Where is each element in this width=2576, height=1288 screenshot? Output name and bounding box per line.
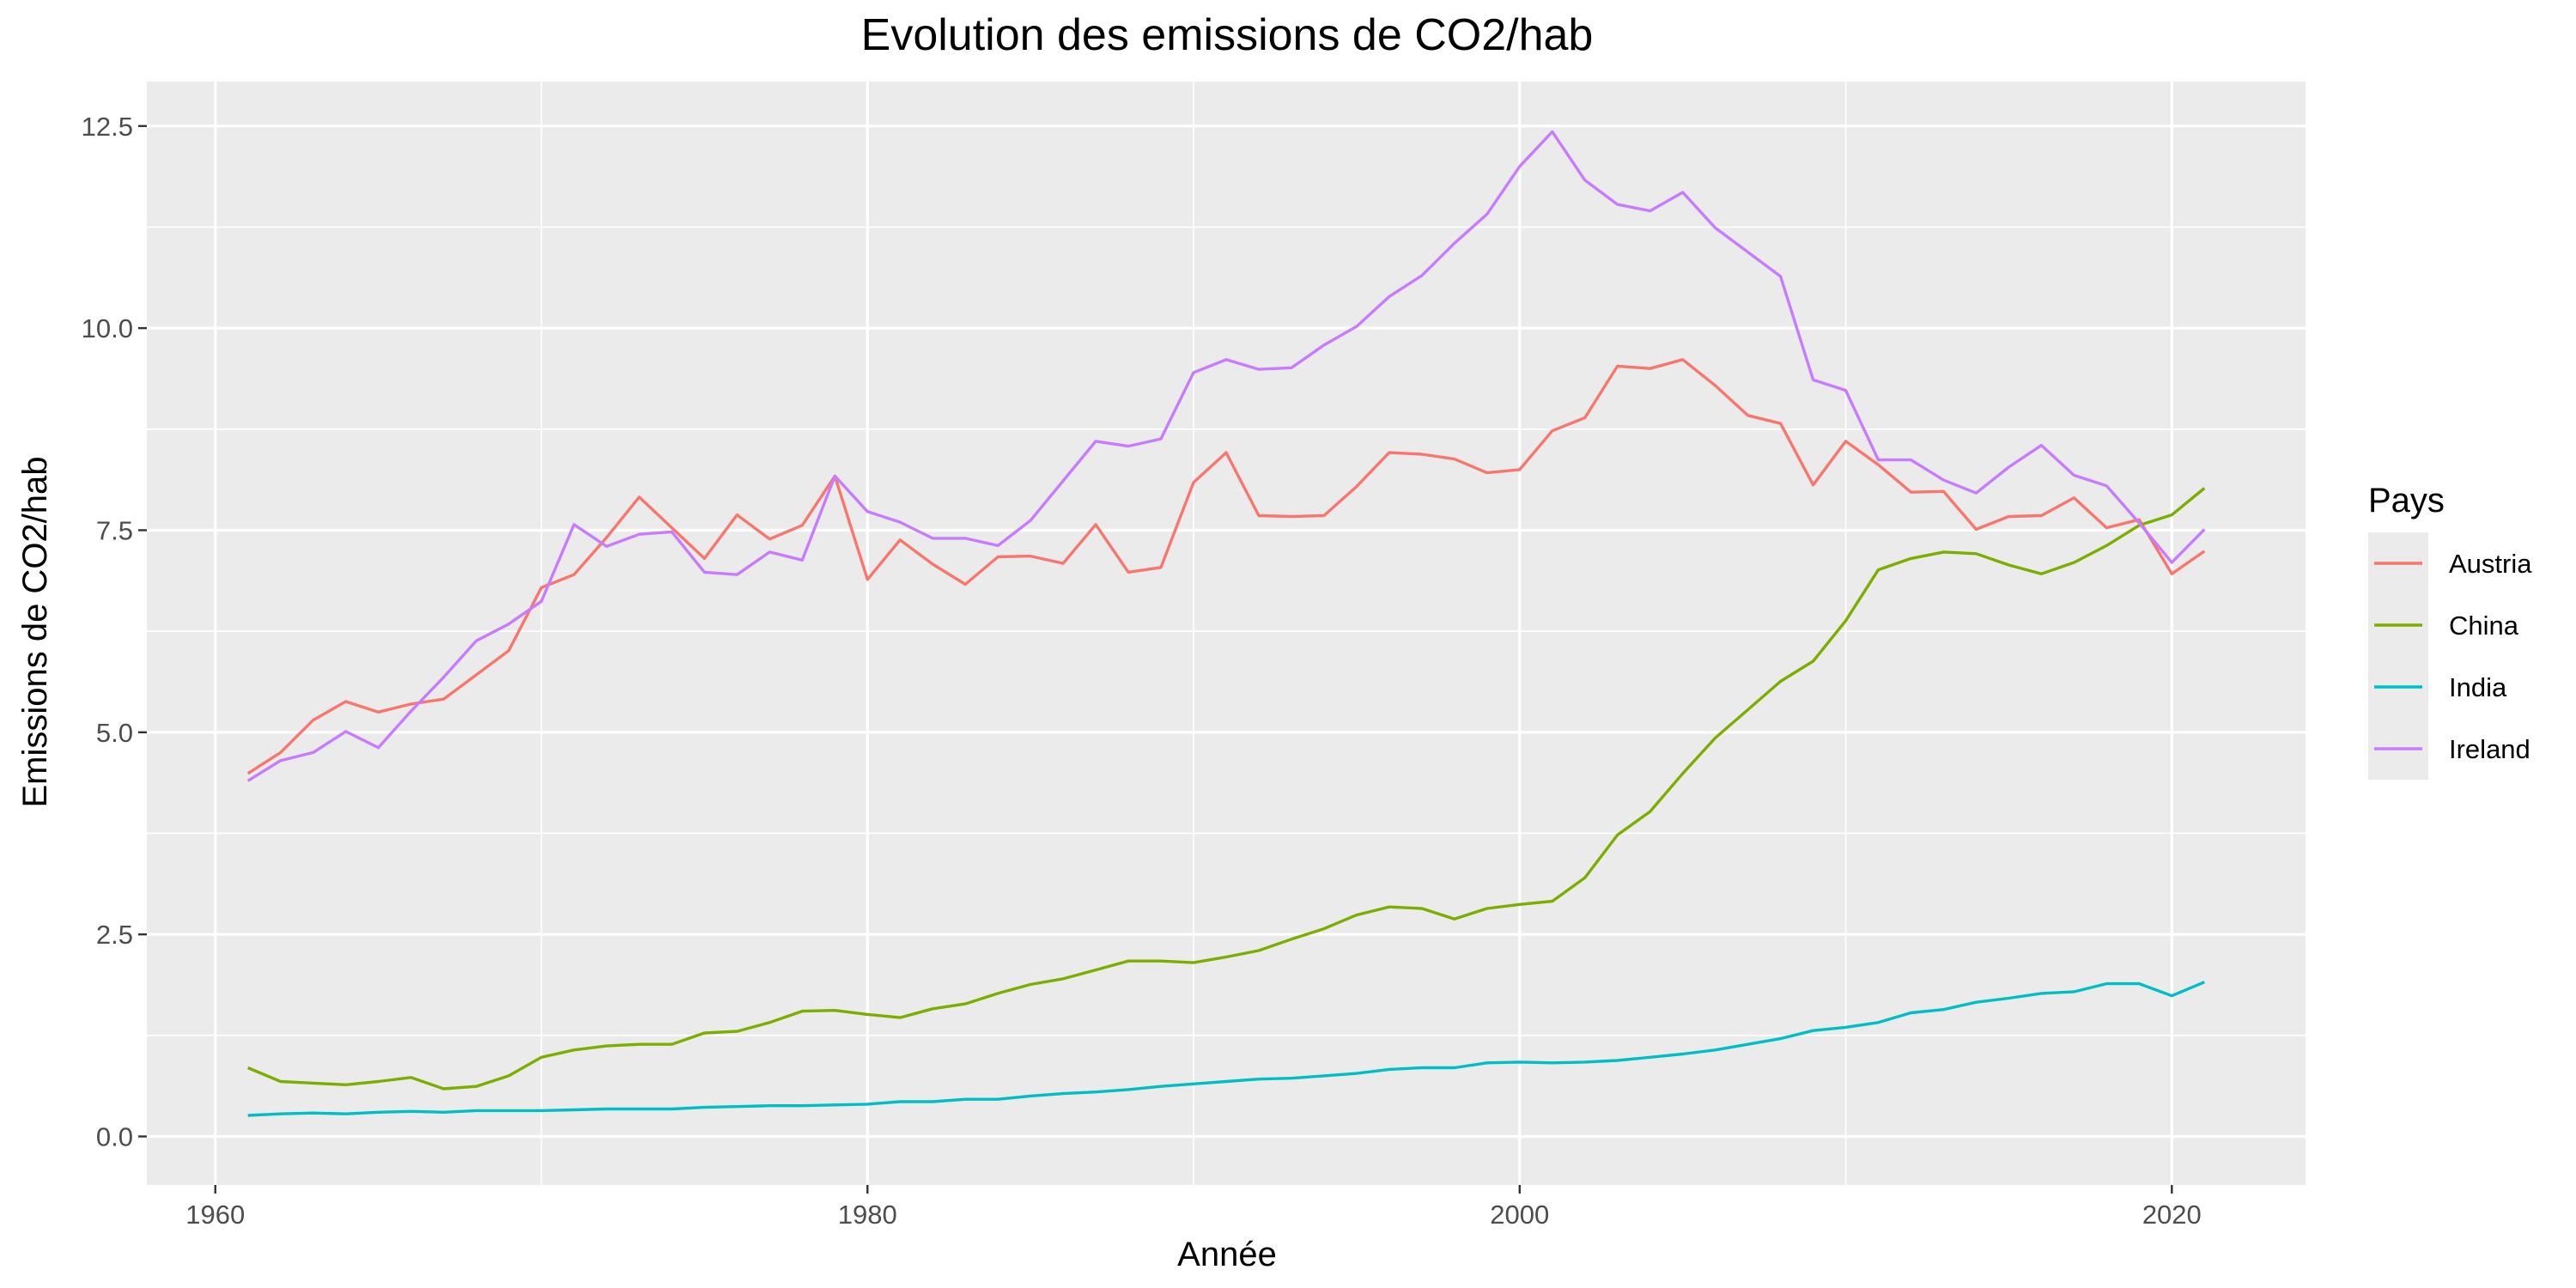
y-tick-label: 7.5 (96, 515, 133, 545)
y-tick-label: 5.0 (96, 718, 133, 748)
minor-gridlines (147, 82, 2306, 1185)
legend-label: China (2449, 611, 2519, 641)
y-tick-label: 0.0 (96, 1122, 133, 1152)
legend-title: Pays (2368, 482, 2445, 519)
y-axis-label: Emissions de CO2/hab (16, 456, 54, 807)
x-tick-label: 1980 (838, 1200, 897, 1230)
chart-title: Evolution des emissions de CO2/hab (861, 10, 1594, 60)
series-line-ireland (246, 130, 2206, 782)
plot-panel (147, 82, 2306, 1185)
y-axis: 0.0 2.5 5.0 7.5 10.0 12.5 (82, 112, 147, 1152)
y-tick-label: 12.5 (82, 112, 133, 142)
series-line-austria (246, 358, 2206, 775)
legend-label: India (2449, 672, 2507, 702)
series-line-india (247, 981, 2205, 1117)
major-gridlines (147, 82, 2306, 1185)
x-axis-label: Année (1177, 1236, 1277, 1273)
x-axis: 1960 1980 2000 2020 (185, 1185, 2202, 1230)
series-lines (246, 130, 2206, 1117)
legend-label: Ireland (2449, 734, 2530, 764)
series-line-china (247, 487, 2206, 1091)
legend-label: Austria (2449, 549, 2532, 579)
x-tick-label: 2000 (1490, 1200, 1549, 1230)
legend-items: Austria China India Ireland (2368, 532, 2532, 780)
x-tick-label: 2020 (2142, 1200, 2202, 1230)
x-tick-label: 1960 (185, 1200, 245, 1230)
legend: Pays Austria China India Ireland (2368, 482, 2532, 780)
y-tick-label: 10.0 (82, 313, 133, 343)
y-tick-label: 2.5 (96, 920, 133, 950)
